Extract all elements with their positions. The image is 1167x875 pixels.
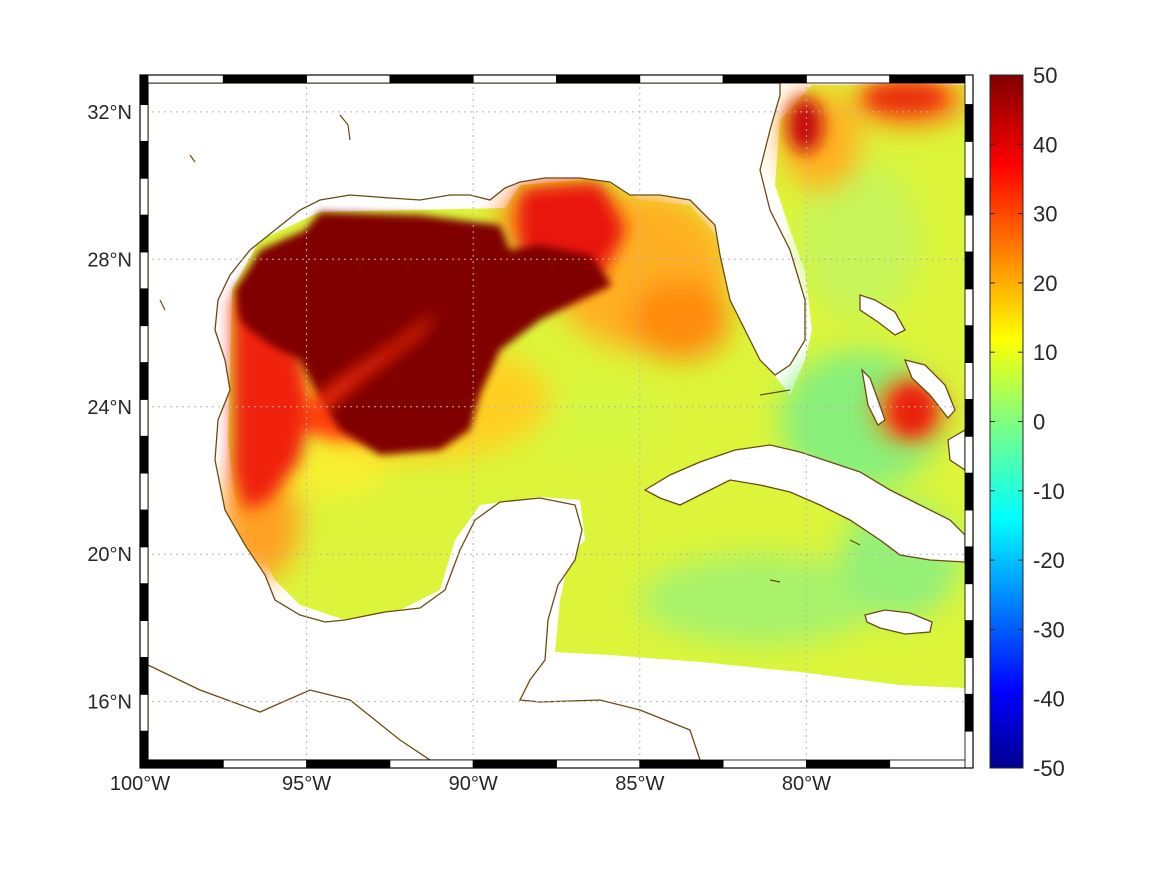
- map-frame: [139, 74, 974, 769]
- frame-segment: [964, 546, 974, 585]
- frame-segment: [722, 759, 807, 769]
- frame-segment: [964, 177, 974, 216]
- frame-segment: [964, 74, 974, 105]
- frame-border: [139, 74, 974, 769]
- latitude-labels: 32°N 28°N 24°N 20°N 16°N: [87, 102, 132, 714]
- frame-segment: [139, 398, 149, 437]
- lat-tick-label: 24°N: [87, 397, 132, 419]
- frame-segment: [139, 251, 149, 290]
- frame-segment: [639, 759, 724, 769]
- frame-segment: [139, 362, 149, 400]
- frame-segment: [389, 759, 474, 769]
- frame-segment: [806, 759, 891, 769]
- colorbar-gradient: [989, 74, 1024, 769]
- frame-segment: [964, 435, 974, 474]
- frame-segment: [964, 140, 974, 179]
- frame-segment: [139, 759, 224, 769]
- frame-segment: [964, 583, 974, 621]
- frame-segment: [389, 74, 474, 84]
- data-field: [148, 83, 965, 760]
- frame-segment: [964, 325, 974, 363]
- small-islands: [159, 114, 861, 583]
- frame-segment: [139, 730, 149, 769]
- lat-tick-label: 20°N: [87, 544, 132, 566]
- frame-segment: [139, 546, 149, 585]
- frame-segment: [139, 693, 149, 732]
- frame-segment: [889, 74, 974, 84]
- frame-segment: [964, 620, 974, 658]
- colorbar-tick-label: 0: [1033, 410, 1045, 435]
- frame-segment: [139, 288, 149, 327]
- frame-segment: [964, 362, 974, 400]
- frame-segment: [222, 74, 308, 84]
- colorbar-tick-label: -10: [1033, 479, 1065, 504]
- lon-tick-label: 80°W: [782, 773, 831, 795]
- frame-segment: [964, 509, 974, 548]
- frame-segment: [222, 759, 308, 769]
- frame-segment: [306, 74, 391, 84]
- frame-segment: [964, 104, 974, 142]
- frame-segment: [139, 214, 149, 253]
- colorbar-ticks: 50 40 30 20 10 0 -10 -20 -30 -40 -50: [990, 63, 1065, 781]
- frame-segment: [722, 74, 807, 84]
- frame-segment: [964, 214, 974, 253]
- frame-segment: [472, 759, 557, 769]
- lat-tick-label: 16°N: [87, 692, 132, 714]
- colorbar-tick-label: -20: [1033, 548, 1065, 573]
- frame-segment: [139, 104, 149, 142]
- frame-segment: [139, 657, 149, 695]
- frame-segment: [139, 435, 149, 474]
- frame-segment: [472, 74, 557, 84]
- lat-tick-label: 28°N: [87, 249, 132, 271]
- frame-segment: [964, 657, 974, 695]
- frame-segment: [306, 759, 391, 769]
- frame-segment: [964, 693, 974, 732]
- core-streak: [300, 310, 438, 415]
- colorbar-tick-label: 50: [1033, 63, 1057, 88]
- land: [148, 83, 965, 760]
- longitude-labels: 100°W 95°W 90°W 85°W 80°W: [110, 773, 831, 795]
- colorbar-tick-label: 20: [1033, 271, 1057, 296]
- frame-segment: [964, 251, 974, 290]
- frame-segment: [139, 472, 149, 511]
- colorbar-tick-label: 30: [1033, 202, 1057, 227]
- frame-segment: [556, 74, 641, 84]
- lon-tick-label: 95°W: [282, 773, 331, 795]
- frame-segment: [964, 472, 974, 511]
- grid-lines: [148, 83, 965, 760]
- colorbar: 50 40 30 20 10 0 -10 -20 -30 -40 -50: [989, 63, 1065, 781]
- frame-segment: [556, 759, 641, 769]
- colorbar-tick-label: -40: [1033, 687, 1065, 712]
- frame-segment: [806, 74, 891, 84]
- frame-segment: [139, 177, 149, 216]
- frame-segment: [139, 583, 149, 621]
- frame-segment: [139, 509, 149, 548]
- colorbar-tick-label: -30: [1033, 617, 1065, 642]
- frame-segment: [639, 74, 724, 84]
- lat-tick-label: 32°N: [87, 102, 132, 124]
- lon-tick-label: 85°W: [615, 773, 664, 795]
- lon-tick-label: 90°W: [449, 773, 498, 795]
- frame-segment: [889, 759, 974, 769]
- colorbar-tick-label: 40: [1033, 132, 1057, 157]
- frame-segment: [964, 288, 974, 327]
- frame-segment: [139, 620, 149, 658]
- colorbar-tick-label: -50: [1033, 756, 1065, 781]
- frame-segment: [139, 74, 224, 84]
- frame-segment: [139, 74, 149, 105]
- colorbar-tick-label: 10: [1033, 340, 1057, 365]
- frame-segment: [139, 140, 149, 179]
- lon-tick-label: 100°W: [110, 773, 170, 795]
- frame-segment: [964, 398, 974, 437]
- frame-segment: [964, 730, 974, 769]
- frame-segment: [139, 325, 149, 363]
